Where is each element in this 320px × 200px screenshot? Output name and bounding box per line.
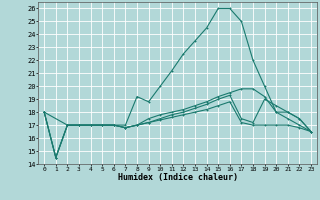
X-axis label: Humidex (Indice chaleur): Humidex (Indice chaleur): [118, 173, 238, 182]
